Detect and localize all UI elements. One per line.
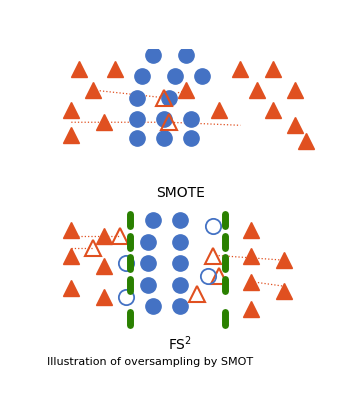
Text: FS$^2$: FS$^2$ <box>168 334 193 352</box>
Text: SMOTE: SMOTE <box>156 185 205 199</box>
Text: Illustration of oversampling by SMOT: Illustration of oversampling by SMOT <box>47 356 253 366</box>
